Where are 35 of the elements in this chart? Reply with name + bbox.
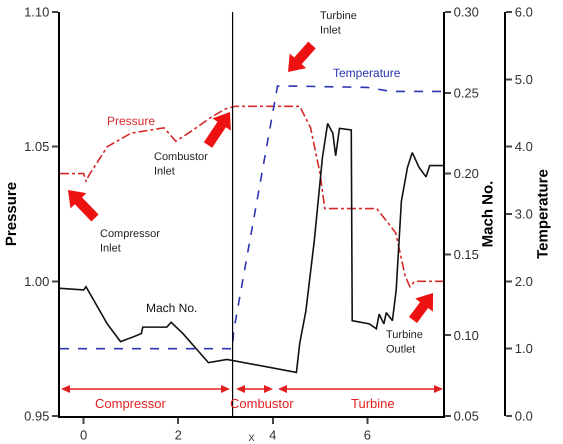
y3-tick-label: 6.0 [514,4,533,20]
y3-axis-title: Temperature [534,169,552,259]
y-tick-label: 0.95 [24,408,50,424]
x-tick-label: 4 [269,428,276,443]
y3-tick-label: 0.0 [514,408,533,424]
y-axis-title: Pressure [2,182,20,246]
series-label: Mach No. [146,301,198,315]
x-tick-label: 6 [364,428,371,443]
y3-tick-label: 4.0 [514,139,533,154]
annotation: Turbine Inlet [320,10,357,36]
y-tick-label: 1.05 [24,139,50,154]
y-tick-label: 1.10 [24,4,50,20]
y2-tick-label: 0.05 [454,408,479,424]
line-series [60,105,443,288]
series-label: Temperature [333,66,401,80]
annotation: Compressor Inlet [100,228,160,254]
annotation: Combustor Inlet [154,151,208,178]
y3-tick-label: 2.0 [514,274,533,289]
y3-tick-label: 3.0 [514,206,533,222]
y2-tick-label: 0.10 [454,328,479,343]
y2-axis-title: Mach No. [479,180,496,248]
y2-tick-label: 0.30 [454,4,479,20]
annotation: Turbine [351,396,395,411]
y-tick-label: 1.00 [24,274,50,289]
y2-tick-label: 0.20 [454,166,479,182]
series-label: Pressure [107,114,156,128]
y3-tick-label: 5.0 [514,72,533,87]
y2-tick-label: 0.25 [454,85,479,100]
annotation: Turbine Outlet [386,329,423,356]
x-tick-label: 0 [80,428,88,443]
x-tick-label: 2 [174,428,182,443]
x-axis-title: x [248,430,254,444]
annotation: Compressor [95,396,166,411]
y2-tick-label: 0.15 [454,246,479,262]
y3-tick-label: 1.0 [514,341,533,356]
